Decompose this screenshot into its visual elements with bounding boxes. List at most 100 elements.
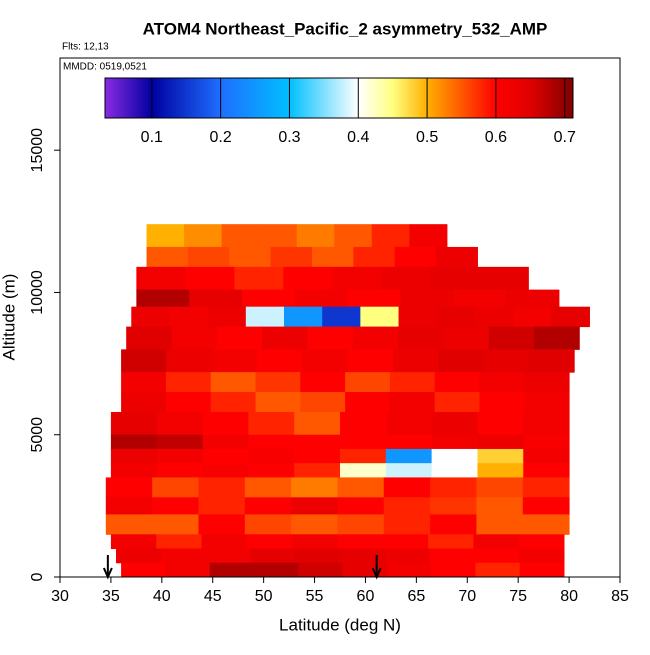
x-tick-label: 30	[51, 588, 69, 605]
heat-cell	[202, 434, 249, 450]
heat-cell	[522, 497, 570, 515]
heat-cell	[105, 497, 153, 515]
heat-cell	[382, 534, 429, 550]
colorbar-tick-label: 0.6	[485, 129, 507, 146]
heat-cell	[270, 246, 313, 268]
heat-cell	[198, 477, 246, 498]
heat-cell	[477, 434, 524, 450]
heat-cell	[250, 548, 296, 564]
heat-cell	[474, 548, 520, 564]
heat-cell	[436, 306, 476, 328]
heat-cell	[156, 448, 204, 464]
heat-cell	[209, 562, 255, 578]
heat-cell	[385, 411, 433, 436]
heat-cell	[131, 306, 170, 328]
heat-cell	[438, 349, 485, 373]
heat-cell	[430, 514, 477, 535]
heat-cell	[201, 534, 248, 550]
x-tick-label: 75	[509, 588, 527, 605]
x-tick-label: 35	[102, 588, 120, 605]
plot-frame	[59, 57, 621, 578]
heat-cell	[479, 372, 525, 393]
heat-cell	[519, 562, 565, 578]
heat-cell	[169, 306, 209, 328]
heat-cell	[519, 548, 565, 564]
heat-cell	[394, 246, 437, 268]
heat-cell	[436, 246, 478, 268]
heat-cell	[475, 562, 521, 578]
heat-cell	[434, 372, 480, 393]
heat-cell	[248, 463, 295, 478]
heat-cell	[244, 514, 292, 535]
heat-cell	[383, 497, 431, 515]
x-tick-label: 55	[306, 588, 324, 605]
heat-cell	[431, 411, 478, 436]
heat-cell	[533, 326, 580, 350]
heat-cell	[477, 463, 524, 478]
colorbar-tick-label: 0.7	[554, 129, 576, 146]
heat-cell	[207, 306, 247, 328]
heat-cell	[298, 562, 344, 578]
heat-cell	[166, 349, 213, 373]
heat-cell	[152, 497, 199, 515]
heat-cell	[259, 224, 298, 248]
heat-cell	[255, 392, 301, 413]
arrow	[102, 555, 113, 580]
heat-cell	[337, 514, 385, 535]
heat-cell	[385, 448, 433, 464]
heat-cell	[431, 562, 476, 578]
heat-cell	[205, 548, 251, 564]
y-tick-label: 15000	[29, 128, 46, 173]
heat-cell	[488, 326, 535, 350]
x-tick-label: 40	[153, 588, 171, 605]
heat-cell	[477, 448, 524, 464]
heat-cell	[221, 224, 260, 248]
heat-cell	[523, 463, 570, 478]
heat-cell	[302, 349, 349, 373]
heat-cell	[234, 266, 284, 291]
heat-cell	[434, 392, 480, 413]
heat-cell	[116, 548, 162, 564]
heat-cell	[165, 392, 212, 413]
heat-cell	[165, 372, 212, 393]
heat-cell	[523, 448, 570, 464]
heat-cell	[300, 392, 346, 413]
heat-cell	[136, 289, 190, 308]
heat-cell	[210, 392, 256, 413]
heat-cell	[340, 448, 387, 464]
heat-cell	[551, 306, 590, 328]
heat-cell	[283, 266, 333, 291]
heat-cell	[146, 224, 185, 248]
heat-cell	[198, 514, 246, 535]
heat-cell	[381, 266, 431, 291]
heat-cell	[428, 534, 474, 550]
heat-cell	[136, 266, 186, 291]
heat-cell	[392, 349, 439, 373]
heat-cell	[528, 349, 575, 373]
heat-cell	[245, 306, 285, 328]
heat-cell	[105, 477, 153, 498]
heat-cell	[307, 326, 354, 350]
heat-cell	[242, 289, 296, 308]
heat-cell	[398, 306, 438, 328]
heat-cell	[473, 534, 520, 550]
x-axis-label: Latitude (deg N)	[279, 615, 401, 634]
x-tick-label: 85	[611, 588, 629, 605]
heat-cell	[431, 448, 478, 464]
heat-cell	[110, 434, 158, 450]
heat-cell	[160, 548, 207, 564]
heat-cell	[389, 392, 436, 413]
colorbar-tick-label: 0.1	[141, 129, 163, 146]
heat-cell	[506, 289, 560, 308]
heat-cell	[345, 372, 391, 393]
heat-cell	[477, 411, 524, 436]
heat-cell	[337, 534, 384, 550]
heat-cell	[340, 434, 387, 450]
heat-cell	[291, 497, 338, 515]
heat-cell	[352, 326, 399, 350]
x-tick-label: 50	[255, 588, 273, 605]
heat-cell	[398, 326, 444, 350]
heat-cell	[340, 463, 387, 478]
heat-cell	[244, 497, 292, 515]
